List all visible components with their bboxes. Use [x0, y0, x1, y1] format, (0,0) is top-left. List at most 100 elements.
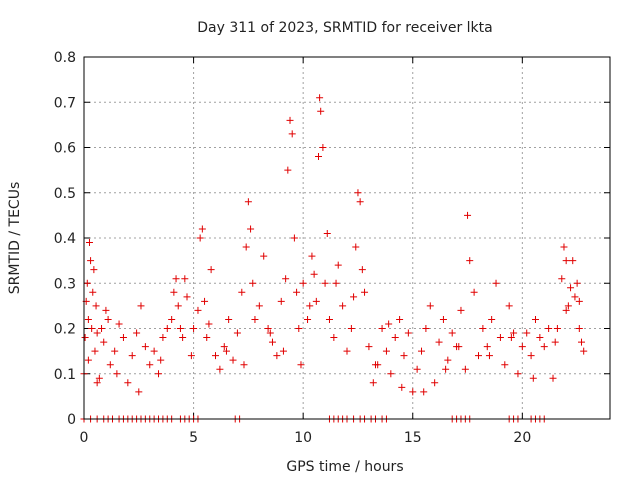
data-point [98, 325, 106, 332]
data-point [365, 343, 373, 351]
data-point [297, 361, 305, 369]
data-point [536, 334, 544, 342]
data-point [240, 361, 248, 369]
data-point [266, 329, 274, 337]
plot-frame [83, 56, 611, 420]
data-point [358, 266, 366, 274]
data-point [179, 334, 187, 342]
data-point [308, 252, 316, 260]
data-point [176, 325, 184, 332]
data-point [396, 315, 404, 323]
data-point [575, 325, 583, 332]
data-point [378, 325, 386, 332]
data-point [255, 302, 263, 310]
data-point [201, 297, 209, 305]
axis-ticks: 0 0.1 0.2 0.3 0.4 0.5 0.6 0.7 0.8 0 5 10 15 20 [54, 50, 610, 446]
data-point [361, 288, 369, 296]
y-tick-label: 0.6 [54, 141, 76, 157]
data-point [87, 257, 95, 265]
data-point [124, 379, 132, 387]
data-point [323, 229, 331, 237]
data-point [479, 325, 487, 332]
y-axis-label: SRMTID / TECUs [7, 182, 23, 295]
data-point [347, 325, 355, 332]
data-point [242, 243, 250, 251]
y-tick-label: 0.4 [54, 231, 76, 247]
data-point [578, 338, 586, 346]
data-point [95, 374, 103, 382]
data-point [84, 315, 92, 323]
data-point [330, 334, 338, 342]
data-point [273, 352, 281, 360]
data-point [102, 306, 110, 314]
data-point [531, 315, 539, 323]
data-point [422, 325, 430, 332]
data-point [507, 334, 515, 342]
y-tick-label: 0.2 [54, 322, 76, 338]
data-point [404, 329, 412, 337]
data-point [170, 288, 178, 296]
data-point [172, 275, 180, 283]
data-point [569, 257, 577, 265]
data-point [216, 365, 224, 373]
data-point [391, 334, 399, 342]
x-tick-label: 10 [294, 430, 312, 446]
data-point [190, 325, 198, 332]
data-point [466, 257, 474, 265]
data-point [529, 374, 537, 382]
data-point [111, 347, 119, 355]
data-point [284, 166, 292, 174]
data-point [413, 365, 421, 373]
data-point [92, 302, 100, 310]
x-tick-label: 0 [80, 430, 89, 446]
data-point [119, 334, 127, 342]
data-point [238, 288, 246, 296]
data-point [573, 279, 581, 287]
data-point [288, 130, 296, 138]
data-point [133, 329, 141, 337]
data-point [551, 338, 559, 346]
data-point [321, 279, 329, 287]
data-point [295, 325, 303, 332]
data-point [580, 347, 588, 355]
data-point [163, 325, 171, 332]
y-tick-label: 0 [67, 412, 76, 428]
data-point [310, 270, 318, 278]
data-point [159, 334, 167, 342]
x-tick-label: 15 [404, 430, 422, 446]
data-point [435, 338, 443, 346]
data-point [444, 356, 452, 364]
data-point [475, 352, 482, 360]
data-point [549, 374, 557, 382]
data-point [157, 356, 165, 364]
data-point [260, 252, 268, 260]
data-point [470, 288, 478, 296]
data-point [317, 107, 325, 115]
data-point [496, 334, 504, 342]
data-point [571, 293, 579, 301]
data-point [371, 361, 379, 369]
data-point [527, 352, 535, 360]
data-point [183, 293, 191, 301]
data-point [352, 243, 360, 251]
data-point [567, 284, 575, 292]
data-point [115, 320, 123, 328]
data-point [485, 352, 493, 360]
y-tick-label: 0.8 [54, 50, 76, 66]
data-point [104, 315, 112, 323]
data-point [290, 234, 298, 242]
data-point [461, 365, 469, 373]
data-point [439, 315, 447, 323]
data-point [464, 211, 472, 219]
data-point [382, 347, 390, 355]
data-point [455, 343, 463, 351]
data-point [88, 325, 96, 332]
x-tick-label: 20 [513, 430, 531, 446]
data-point [545, 325, 553, 332]
data-point [181, 275, 189, 283]
data-point [106, 361, 114, 369]
data-point [562, 306, 570, 314]
y-tick-label: 0.5 [54, 186, 76, 202]
data-point [426, 302, 434, 310]
data-point [343, 347, 351, 355]
